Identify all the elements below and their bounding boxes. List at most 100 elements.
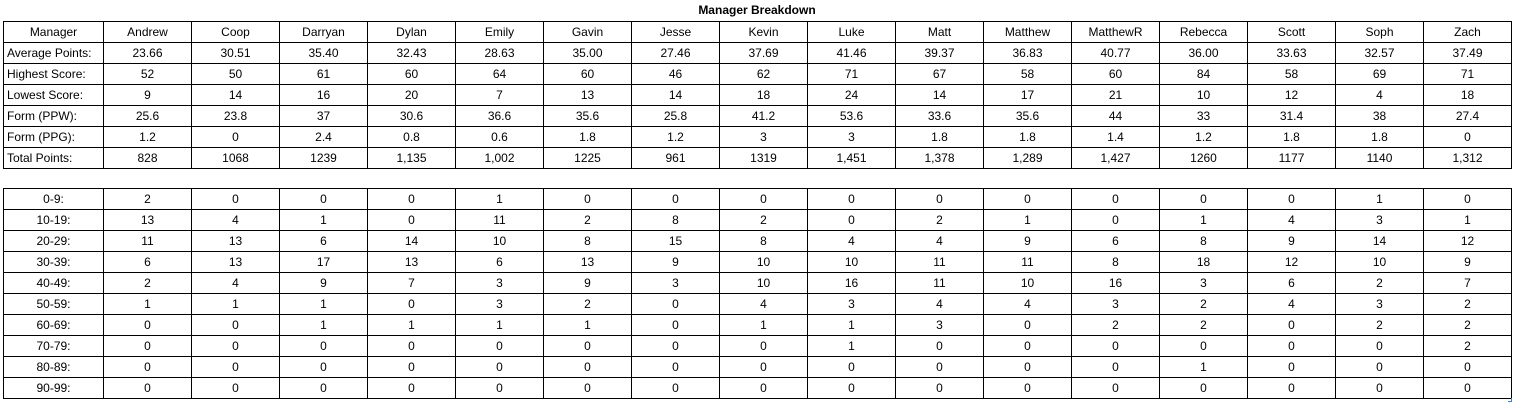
distribution-count-cell[interactable]: 0 [543, 356, 632, 378]
manager-name-cell[interactable]: Matt [895, 21, 984, 43]
distribution-count-cell[interactable]: 0 [1247, 188, 1336, 210]
score-range-cell[interactable]: 30-39: [3, 251, 104, 273]
score-range-cell[interactable]: 10-19: [3, 209, 104, 231]
stat-value-cell[interactable]: 4 [1335, 84, 1424, 106]
stat-label-cell[interactable]: Form (PPG): [3, 126, 104, 148]
distribution-count-cell[interactable]: 2 [719, 209, 808, 231]
distribution-count-cell[interactable]: 2 [1071, 314, 1160, 336]
distribution-count-cell[interactable]: 0 [895, 377, 984, 399]
distribution-count-cell[interactable]: 13 [191, 230, 280, 252]
distribution-count-cell[interactable]: 11 [455, 209, 544, 231]
distribution-count-cell[interactable]: 11 [895, 251, 984, 273]
distribution-count-cell[interactable]: 0 [631, 356, 720, 378]
stat-value-cell[interactable]: 1140 [1335, 147, 1424, 169]
stat-value-cell[interactable]: 828 [103, 147, 192, 169]
distribution-count-cell[interactable]: 0 [895, 335, 984, 357]
distribution-count-cell[interactable]: 0 [1247, 377, 1336, 399]
manager-name-cell[interactable]: Scott [1247, 21, 1336, 43]
stat-value-cell[interactable]: 27.46 [631, 42, 720, 64]
stat-value-cell[interactable]: 16 [279, 84, 368, 106]
distribution-count-cell[interactable]: 0 [103, 335, 192, 357]
distribution-count-cell[interactable]: 0 [983, 335, 1072, 357]
distribution-count-cell[interactable]: 2 [103, 272, 192, 294]
stat-value-cell[interactable]: 0.6 [455, 126, 544, 148]
distribution-count-cell[interactable]: 0 [543, 377, 632, 399]
distribution-count-cell[interactable]: 2 [1423, 335, 1512, 357]
distribution-count-cell[interactable]: 9 [543, 272, 632, 294]
stat-label-cell[interactable]: Average Points: [3, 42, 104, 64]
distribution-count-cell[interactable]: 2 [543, 293, 632, 315]
stat-value-cell[interactable]: 21 [1071, 84, 1160, 106]
distribution-count-cell[interactable]: 2 [1159, 314, 1248, 336]
distribution-count-cell[interactable]: 0 [1159, 377, 1248, 399]
distribution-count-cell[interactable]: 0 [279, 188, 368, 210]
manager-name-cell[interactable]: Coop [191, 21, 280, 43]
stat-value-cell[interactable]: 32.57 [1335, 42, 1424, 64]
header-label-cell[interactable]: Manager [3, 21, 104, 43]
score-range-cell[interactable]: 80-89: [3, 356, 104, 378]
distribution-count-cell[interactable]: 2 [543, 209, 632, 231]
distribution-count-cell[interactable]: 0 [103, 356, 192, 378]
stat-value-cell[interactable]: 1068 [191, 147, 280, 169]
stat-value-cell[interactable]: 18 [1423, 84, 1512, 106]
distribution-count-cell[interactable]: 8 [1159, 230, 1248, 252]
stat-value-cell[interactable]: 1,289 [983, 147, 1072, 169]
manager-name-cell[interactable]: Jesse [631, 21, 720, 43]
stat-value-cell[interactable]: 64 [455, 63, 544, 85]
distribution-count-cell[interactable]: 0 [1423, 356, 1512, 378]
stat-value-cell[interactable]: 44 [1071, 105, 1160, 127]
distribution-count-cell[interactable]: 4 [895, 230, 984, 252]
distribution-count-cell[interactable]: 0 [631, 293, 720, 315]
distribution-count-cell[interactable]: 16 [807, 272, 896, 294]
score-range-cell[interactable]: 0-9: [3, 188, 104, 210]
stat-value-cell[interactable]: 18 [719, 84, 808, 106]
stat-value-cell[interactable]: 71 [1423, 63, 1512, 85]
stat-value-cell[interactable]: 0.8 [367, 126, 456, 148]
distribution-count-cell[interactable]: 0 [367, 335, 456, 357]
distribution-count-cell[interactable]: 0 [1335, 377, 1424, 399]
distribution-count-cell[interactable]: 1 [1335, 188, 1424, 210]
stat-value-cell[interactable]: 33 [1159, 105, 1248, 127]
distribution-count-cell[interactable]: 6 [1071, 230, 1160, 252]
stat-value-cell[interactable]: 1319 [719, 147, 808, 169]
stat-value-cell[interactable]: 58 [1247, 63, 1336, 85]
distribution-count-cell[interactable]: 0 [719, 188, 808, 210]
distribution-count-cell[interactable]: 17 [279, 251, 368, 273]
distribution-count-cell[interactable]: 4 [895, 293, 984, 315]
distribution-count-cell[interactable]: 0 [1247, 314, 1336, 336]
distribution-count-cell[interactable]: 0 [1071, 335, 1160, 357]
distribution-count-cell[interactable]: 1 [455, 314, 544, 336]
stat-value-cell[interactable]: 24 [807, 84, 896, 106]
stat-value-cell[interactable]: 33.63 [1247, 42, 1336, 64]
distribution-count-cell[interactable]: 1 [367, 314, 456, 336]
stat-value-cell[interactable]: 1,451 [807, 147, 896, 169]
stat-value-cell[interactable]: 36.6 [455, 105, 544, 127]
distribution-count-cell[interactable]: 2 [895, 209, 984, 231]
distribution-count-cell[interactable]: 13 [543, 251, 632, 273]
distribution-count-cell[interactable]: 8 [543, 230, 632, 252]
stat-value-cell[interactable]: 84 [1159, 63, 1248, 85]
distribution-count-cell[interactable]: 0 [367, 377, 456, 399]
distribution-count-cell[interactable]: 0 [1247, 356, 1336, 378]
distribution-count-cell[interactable]: 0 [1335, 335, 1424, 357]
distribution-count-cell[interactable]: 15 [631, 230, 720, 252]
distribution-count-cell[interactable]: 13 [367, 251, 456, 273]
stat-value-cell[interactable]: 1.8 [543, 126, 632, 148]
stat-value-cell[interactable]: 60 [543, 63, 632, 85]
score-range-cell[interactable]: 50-59: [3, 293, 104, 315]
distribution-count-cell[interactable]: 9 [983, 230, 1072, 252]
manager-name-cell[interactable]: Darryan [279, 21, 368, 43]
stat-value-cell[interactable]: 17 [983, 84, 1072, 106]
stat-value-cell[interactable]: 0 [191, 126, 280, 148]
distribution-count-cell[interactable]: 0 [279, 377, 368, 399]
stat-value-cell[interactable]: 36.83 [983, 42, 1072, 64]
distribution-count-cell[interactable]: 12 [1247, 251, 1336, 273]
distribution-count-cell[interactable]: 0 [1071, 209, 1160, 231]
stat-value-cell[interactable]: 1.4 [1071, 126, 1160, 148]
distribution-count-cell[interactable]: 2 [103, 188, 192, 210]
distribution-count-cell[interactable]: 4 [1247, 209, 1336, 231]
distribution-count-cell[interactable]: 14 [367, 230, 456, 252]
distribution-count-cell[interactable]: 0 [367, 356, 456, 378]
distribution-count-cell[interactable]: 0 [983, 314, 1072, 336]
distribution-count-cell[interactable]: 0 [191, 356, 280, 378]
